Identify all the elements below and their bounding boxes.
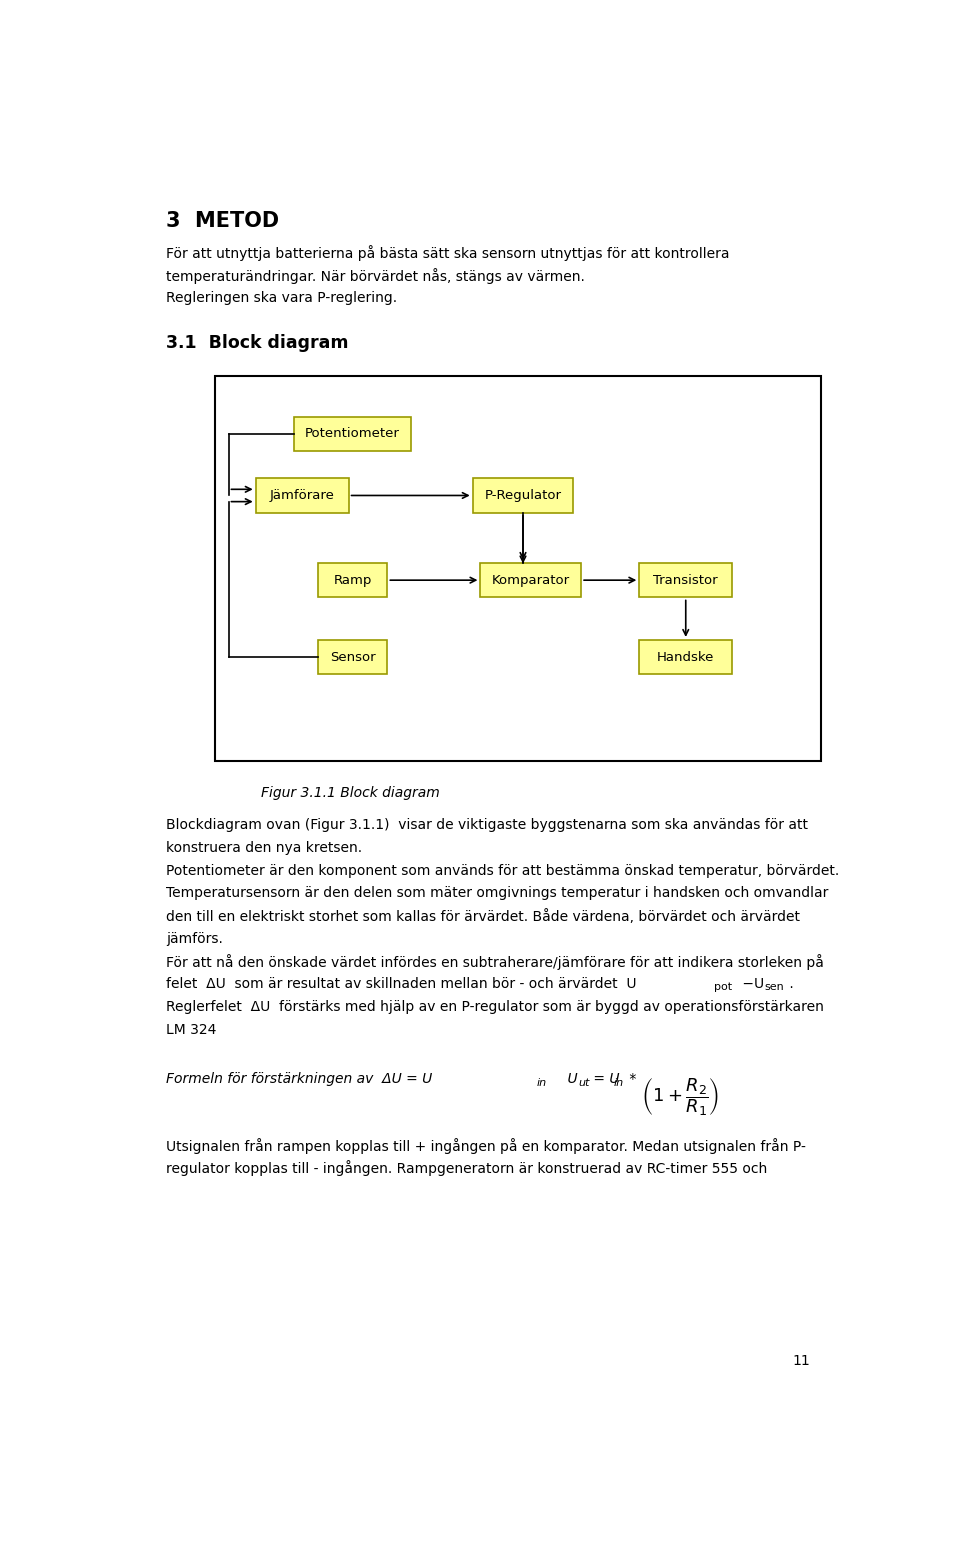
Text: .: . xyxy=(785,977,794,991)
Bar xyxy=(318,640,388,674)
Text: Blockdiagram ovan (Figur 3.1.1)  visar de viktigaste byggstenarna som ska använd: Blockdiagram ovan (Figur 3.1.1) visar de… xyxy=(166,818,808,832)
Text: = U: = U xyxy=(588,1072,619,1086)
Text: $\left(1+\dfrac{R_2}{R_1}\right)$: $\left(1+\dfrac{R_2}{R_1}\right)$ xyxy=(641,1075,719,1117)
Text: Potentiometer är den komponent som används för att bestämma önskad temperatur, b: Potentiometer är den komponent som använ… xyxy=(166,864,840,878)
Text: sen: sen xyxy=(765,983,784,992)
Text: Temperatursensorn är den delen som mäter omgivnings temperatur i handsken och om: Temperatursensorn är den delen som mäter… xyxy=(166,886,828,900)
Text: Formeln för förstärkningen av  ΔU = U: Formeln för förstärkningen av ΔU = U xyxy=(166,1072,433,1086)
Text: temperaturändringar. När börvärdet nås, stängs av värmen.: temperaturändringar. När börvärdet nås, … xyxy=(166,268,586,284)
Text: Jämförare: Jämförare xyxy=(270,489,335,501)
Text: ut: ut xyxy=(578,1077,589,1088)
Text: 11: 11 xyxy=(792,1355,809,1369)
Text: *: * xyxy=(625,1072,636,1086)
Text: Transistor: Transistor xyxy=(654,574,718,586)
Text: LM 324: LM 324 xyxy=(166,1023,217,1037)
Text: Potentiometer: Potentiometer xyxy=(305,427,400,440)
Bar xyxy=(214,376,822,761)
Text: Utsignalen från rampen kopplas till + ingången på en komparator. Medan utsignale: Utsignalen från rampen kopplas till + in… xyxy=(166,1137,806,1154)
Bar xyxy=(318,563,388,597)
Text: pot: pot xyxy=(714,983,732,992)
Text: −U: −U xyxy=(738,977,764,991)
Text: Ramp: Ramp xyxy=(333,574,372,586)
Text: 3.1  Block diagram: 3.1 Block diagram xyxy=(166,333,349,352)
Text: den till en elektriskt storhet som kallas för ärvärdet. Både värdena, börvärdet : den till en elektriskt storhet som kalla… xyxy=(166,909,801,924)
Bar xyxy=(639,640,732,674)
Text: Figur 3.1.1 Block diagram: Figur 3.1.1 Block diagram xyxy=(261,785,440,799)
Text: Komparator: Komparator xyxy=(492,574,570,586)
Text: För att utnyttja batterierna på bästa sätt ska sensorn utnyttjas för att kontrol: För att utnyttja batterierna på bästa sä… xyxy=(166,245,730,261)
Text: Regleringen ska vara P-reglering.: Regleringen ska vara P-reglering. xyxy=(166,292,397,306)
Bar xyxy=(255,478,348,512)
Text: in: in xyxy=(613,1077,624,1088)
Text: 3  METOD: 3 METOD xyxy=(166,210,279,230)
Bar xyxy=(295,417,411,451)
Text: in: in xyxy=(537,1077,547,1088)
Bar xyxy=(639,563,732,597)
Text: jämförs.: jämförs. xyxy=(166,932,224,946)
Text: U: U xyxy=(550,1072,578,1086)
Bar xyxy=(472,478,573,512)
Text: regulator kopplas till - ingången. Rampgeneratorn är konstruerad av RC-timer 555: regulator kopplas till - ingången. Rampg… xyxy=(166,1160,768,1176)
Text: felet  ΔU  som är resultat av skillnaden mellan bör - och ärvärdet  U: felet ΔU som är resultat av skillnaden m… xyxy=(166,977,637,991)
Text: konstruera den nya kretsen.: konstruera den nya kretsen. xyxy=(166,841,363,855)
Bar xyxy=(480,563,581,597)
Text: Handske: Handske xyxy=(657,651,714,663)
Text: Sensor: Sensor xyxy=(329,651,375,663)
Text: För att nå den önskade värdet infördes en subtraherare/jämförare för att indiker: För att nå den önskade värdet infördes e… xyxy=(166,955,825,971)
Text: P-Regulator: P-Regulator xyxy=(485,489,562,501)
Text: Reglerfelet  ΔU  förstärks med hjälp av en P-regulator som är byggd av operation: Reglerfelet ΔU förstärks med hjälp av en… xyxy=(166,1000,825,1014)
